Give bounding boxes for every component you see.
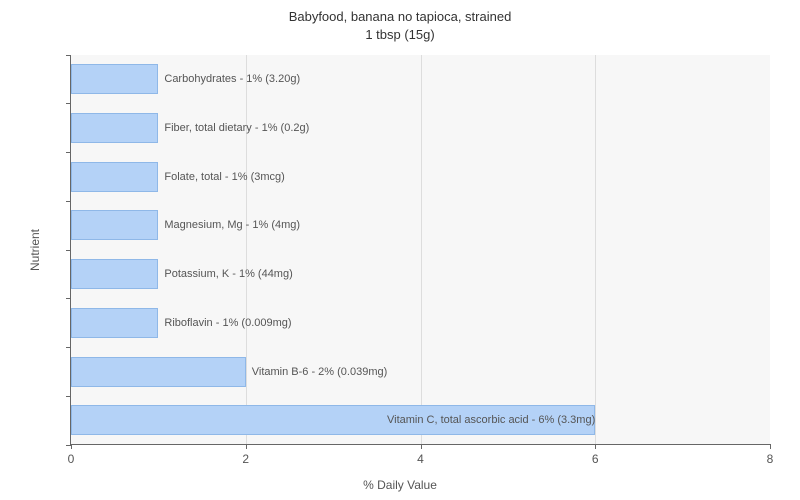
x-tick-label: 4 bbox=[417, 452, 424, 466]
bar-label: Riboflavin - 1% (0.009mg) bbox=[158, 308, 291, 338]
bar bbox=[71, 259, 158, 289]
x-tick-mark bbox=[770, 444, 771, 449]
bar-row: Vitamin B-6 - 2% (0.039mg) bbox=[71, 348, 770, 397]
x-axis-label: % Daily Value bbox=[0, 478, 800, 492]
bar bbox=[71, 162, 158, 192]
bar-label: Carbohydrates - 1% (3.20g) bbox=[158, 64, 300, 94]
title-line-1: Babyfood, banana no tapioca, strained bbox=[289, 9, 512, 24]
bar-label: Fiber, total dietary - 1% (0.2g) bbox=[158, 113, 309, 143]
bar-row: Carbohydrates - 1% (3.20g) bbox=[71, 55, 770, 104]
bar-row: Vitamin C, total ascorbic acid - 6% (3.3… bbox=[71, 396, 770, 445]
bar bbox=[71, 308, 158, 338]
x-tick-label: 0 bbox=[68, 452, 75, 466]
bar-label: Folate, total - 1% (3mcg) bbox=[158, 162, 284, 192]
bar-row: Potassium, K - 1% (44mg) bbox=[71, 250, 770, 299]
y-axis-label: Nutrient bbox=[28, 229, 42, 271]
chart-title: Babyfood, banana no tapioca, strained 1 … bbox=[0, 8, 800, 43]
x-tick-label: 2 bbox=[242, 452, 249, 466]
x-tick-label: 6 bbox=[592, 452, 599, 466]
bar bbox=[71, 210, 158, 240]
bar bbox=[71, 113, 158, 143]
x-tick-label: 8 bbox=[767, 452, 774, 466]
chart-container: Babyfood, banana no tapioca, strained 1 … bbox=[0, 0, 800, 500]
bar-label: Magnesium, Mg - 1% (4mg) bbox=[158, 210, 300, 240]
plot-area: 02468Carbohydrates - 1% (3.20g)Fiber, to… bbox=[70, 55, 770, 445]
bar-label: Vitamin B-6 - 2% (0.039mg) bbox=[246, 357, 388, 387]
bar-row: Riboflavin - 1% (0.009mg) bbox=[71, 299, 770, 348]
bar-row: Fiber, total dietary - 1% (0.2g) bbox=[71, 104, 770, 153]
title-line-2: 1 tbsp (15g) bbox=[365, 27, 434, 42]
bar bbox=[71, 357, 246, 387]
bar-row: Folate, total - 1% (3mcg) bbox=[71, 153, 770, 202]
bar-label: Vitamin C, total ascorbic acid - 6% (3.3… bbox=[71, 405, 595, 435]
bar-label: Potassium, K - 1% (44mg) bbox=[158, 259, 292, 289]
bar-row: Magnesium, Mg - 1% (4mg) bbox=[71, 201, 770, 250]
bar bbox=[71, 64, 158, 94]
